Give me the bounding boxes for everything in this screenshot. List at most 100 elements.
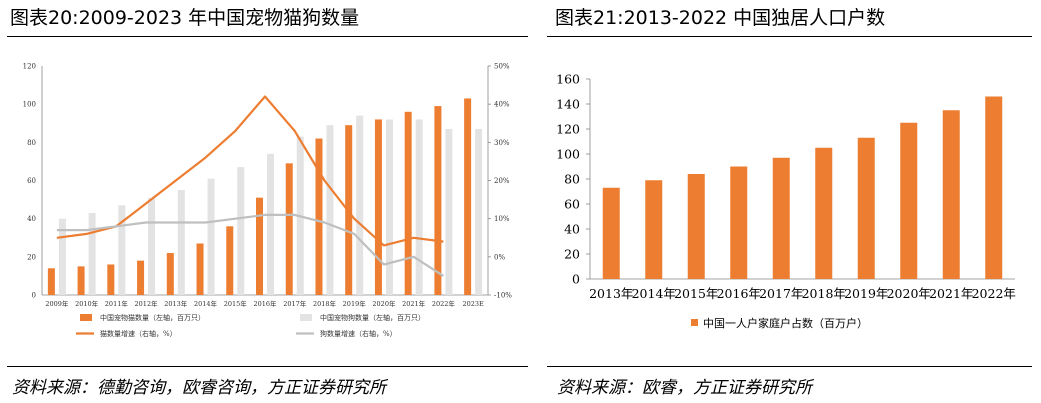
- right-source-rule: [547, 366, 1032, 367]
- household-bar: [942, 110, 960, 279]
- x-axis-category-label: 2020年: [372, 299, 396, 308]
- y-axis-tick-label: 20: [564, 247, 580, 262]
- x-axis-category-label: 2017年: [759, 286, 803, 301]
- left-axis-tick-label: 100: [23, 101, 36, 109]
- left-figure-panel: 图表20:2009-2023 年中国宠物猫狗数量 0 20 40 60 80 100 120…: [7, 7, 528, 398]
- left-figure-title: 图表20:2009-2023 年中国宠物猫狗数量: [10, 7, 360, 29]
- right-figure-panel: 图表21:2013-2022 中国独居人口户数 0 20 40 60 80 100 120 1…: [545, 0, 1035, 403]
- x-axis-category-label: 2013年: [589, 286, 633, 301]
- left-axis-tick-label: 120: [23, 63, 36, 71]
- cat-bar: [107, 264, 115, 295]
- left-axis-tick-label: 40: [27, 215, 36, 223]
- x-axis-category-label: 2021年: [929, 286, 973, 301]
- x-axis-category-label: 2018年: [802, 286, 846, 301]
- household-bar: [687, 174, 705, 279]
- dog-bar: [356, 115, 364, 295]
- left-axis-tick-label: 20: [27, 253, 36, 261]
- x-axis-category-label: 2011年: [105, 299, 129, 308]
- x-axis-category-label: 2021年: [402, 299, 426, 308]
- cat-bar: [374, 119, 382, 295]
- y-axis-tick-label: 60: [564, 197, 580, 212]
- household-bar: [730, 166, 748, 279]
- cat-bar: [137, 260, 145, 295]
- right-title-rule: [547, 36, 1032, 37]
- cat-bar: [226, 226, 234, 295]
- x-axis-category-label: 2020年: [887, 286, 931, 301]
- y-axis-tick-label: 160: [556, 72, 580, 87]
- cat-bar: [256, 197, 263, 295]
- right-figure-title: 图表21:2013-2022 中国独居人口户数: [555, 7, 886, 29]
- cat-bar: [77, 266, 85, 295]
- right-axis-tick-label: 40%: [494, 101, 510, 109]
- left-source: 资料来源：德勤咨询，欧睿咨询，方正证券研究所: [12, 378, 386, 398]
- x-axis-category-label: 2014年: [632, 286, 676, 301]
- right-axis-tick-label: 30%: [494, 139, 510, 147]
- dog-growth-line: [56, 213, 444, 277]
- left-axis-tick-label: 60: [27, 177, 36, 185]
- legend-dog-growth-label: 狗数量增速（右轴，%）: [320, 329, 397, 338]
- dog-bar: [207, 178, 215, 295]
- y-axis-tick-label: 0: [572, 272, 580, 287]
- household-bar: [772, 157, 790, 279]
- cat-bar: [434, 106, 442, 295]
- x-axis-category-label: 2010年: [75, 299, 99, 308]
- legend-cat-count-swatch: [80, 314, 92, 321]
- dog-bar: [475, 128, 483, 295]
- y-axis-tick-label: 120: [556, 122, 580, 137]
- x-axis-category-label: 2014年: [194, 299, 218, 308]
- y-axis-tick-label: 80: [564, 172, 580, 187]
- right-axis-tick-label: -10%: [494, 292, 512, 300]
- x-axis-category-label: 2022年: [972, 286, 1016, 301]
- dog-bar: [58, 218, 66, 295]
- x-axis-category-label: 2019年: [343, 299, 367, 308]
- right-chart: 0 20 40 60 80 100 120 140 160 2013年2014年2015年2016…: [556, 72, 1016, 331]
- household-bar: [645, 180, 663, 279]
- cat-bar: [315, 138, 323, 295]
- legend-household-label: 中国一人户家庭户占数（百万户）: [703, 316, 868, 330]
- x-axis-category-label: 2013年: [164, 299, 188, 308]
- cat-bar: [285, 163, 293, 295]
- cat-bar: [47, 268, 55, 295]
- dog-bar: [237, 167, 245, 295]
- left-source-rule: [7, 366, 528, 367]
- x-axis-category-label: 2018年: [313, 299, 337, 308]
- dog-bar: [326, 125, 334, 296]
- cat-bar: [166, 253, 174, 295]
- right-axis-tick-label: 10%: [494, 215, 510, 223]
- dog-bar: [415, 119, 423, 295]
- legend-household-swatch: [691, 319, 698, 326]
- x-axis-category-label: 2016年: [253, 299, 277, 308]
- x-axis-category-label: 2015年: [224, 299, 248, 308]
- legend-cat-growth-label: 猫数量增速（右轴，%）: [100, 329, 177, 338]
- household-bar: [857, 137, 875, 279]
- dog-bar: [148, 197, 156, 295]
- dog-bar: [267, 153, 274, 295]
- cat-growth-line: [56, 95, 444, 247]
- x-axis-category-label: 2023E: [462, 300, 484, 308]
- legend-dog-count-swatch: [300, 314, 312, 321]
- household-bar: [985, 96, 1003, 279]
- left-chart: 0 20 40 60 80 100 120 -10% 0% 10% 20% 30% 40% 50% 2009…: [23, 63, 513, 339]
- dog-bar: [385, 119, 393, 295]
- right-axis-tick-label: 0%: [494, 253, 505, 261]
- x-axis-category-label: 2016年: [717, 286, 761, 301]
- cat-bar: [196, 243, 204, 295]
- legend-cat-count-label: 中国宠物猫数量（左轴，百万只）: [100, 313, 205, 322]
- household-bar: [900, 122, 918, 279]
- left-title-rule: [7, 36, 528, 37]
- x-axis-category-label: 2022年: [432, 299, 456, 308]
- left-axis-tick-label: 0: [32, 292, 36, 300]
- dog-bar: [177, 190, 185, 295]
- dog-bar: [118, 205, 126, 295]
- legend-dog-count-label: 中国宠物狗数量（左轴，百万只）: [320, 313, 425, 322]
- right-source: 资料来源：欧睿，方正证券研究所: [557, 378, 812, 398]
- x-axis-category-label: 2012年: [135, 299, 159, 308]
- y-axis-tick-label: 140: [556, 97, 580, 112]
- x-axis-category-label: 2015年: [674, 286, 718, 301]
- cat-bar: [404, 111, 412, 295]
- y-axis-tick-label: 40: [564, 222, 580, 237]
- x-axis-category-label: 2017年: [283, 299, 307, 308]
- household-bar: [602, 187, 620, 279]
- x-axis-category-label: 2009年: [45, 299, 69, 308]
- cat-bar: [464, 98, 472, 295]
